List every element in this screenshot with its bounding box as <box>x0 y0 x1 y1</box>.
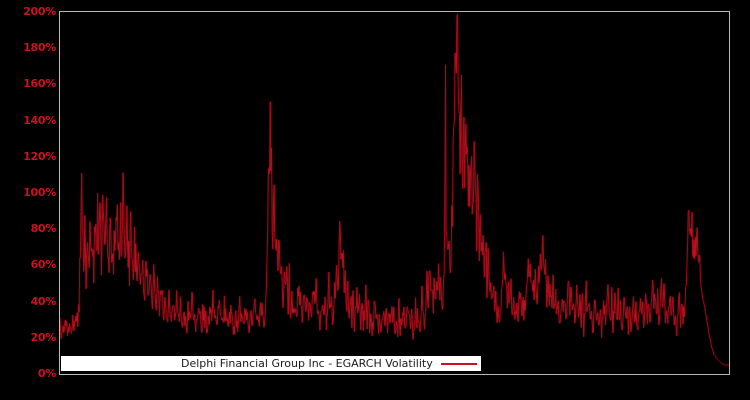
y-axis-tick-label: 160% <box>23 77 56 91</box>
legend-label: Delphi Financial Group Inc - EGARCH Vola… <box>181 357 433 370</box>
y-axis-tick-label: 120% <box>23 149 56 163</box>
y-axis-tick-label: 200% <box>23 5 56 18</box>
y-axis-tick-label: 40% <box>30 294 57 308</box>
legend-line-swatch <box>440 356 477 371</box>
y-axis-tick-label: 0% <box>37 367 56 380</box>
y-axis-tick-label: 20% <box>30 330 57 344</box>
y-axis-tick-label: 180% <box>23 41 56 55</box>
y-axis-tick-label: 60% <box>30 258 57 272</box>
chart-legend: Delphi Financial Group Inc - EGARCH Vola… <box>61 356 481 371</box>
y-axis-tick-label: 80% <box>30 222 57 236</box>
volatility-series-plot <box>60 12 729 374</box>
y-axis-tick-label: 100% <box>23 186 56 199</box>
y-axis: 0% 20% 40% 60% 80% 100% 120% 140% 160% 180% 200% <box>0 0 56 400</box>
y-axis-tick-label: 140% <box>23 113 56 127</box>
